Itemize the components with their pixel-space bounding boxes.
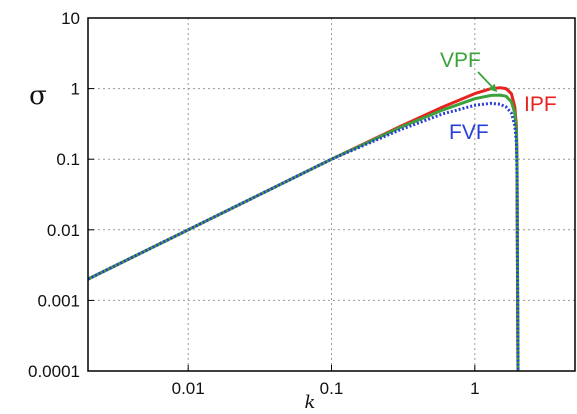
y-tick-label: 0.1 — [56, 150, 80, 169]
series-label-vpf: VPF — [440, 49, 481, 72]
series-label-fvf: FVF — [449, 121, 489, 144]
y-tick-label: 10 — [61, 9, 80, 28]
y-tick-label: 0.001 — [37, 291, 80, 310]
vpf-arrow — [477, 71, 498, 93]
x-tick-label: 0.1 — [320, 379, 344, 398]
x-tick-label: 0.01 — [172, 379, 205, 398]
grid-layer — [88, 18, 575, 371]
y-tick-label: 0.0001 — [28, 362, 80, 381]
y-tick-label: 1 — [71, 80, 80, 99]
x-axis-label: k — [305, 392, 316, 413]
x-tick-label: 1 — [470, 379, 479, 398]
tick-layer: 0.01 0.1 1 0.0001 0.001 0.01 0.1 1 10 — [28, 9, 480, 398]
series-layer — [87, 86, 520, 372]
y-axis-label: σ — [29, 81, 47, 111]
series-line-fvf — [87, 101, 520, 372]
series-label-ipf: IPF — [524, 93, 557, 116]
y-tick-label: 0.01 — [47, 221, 80, 240]
